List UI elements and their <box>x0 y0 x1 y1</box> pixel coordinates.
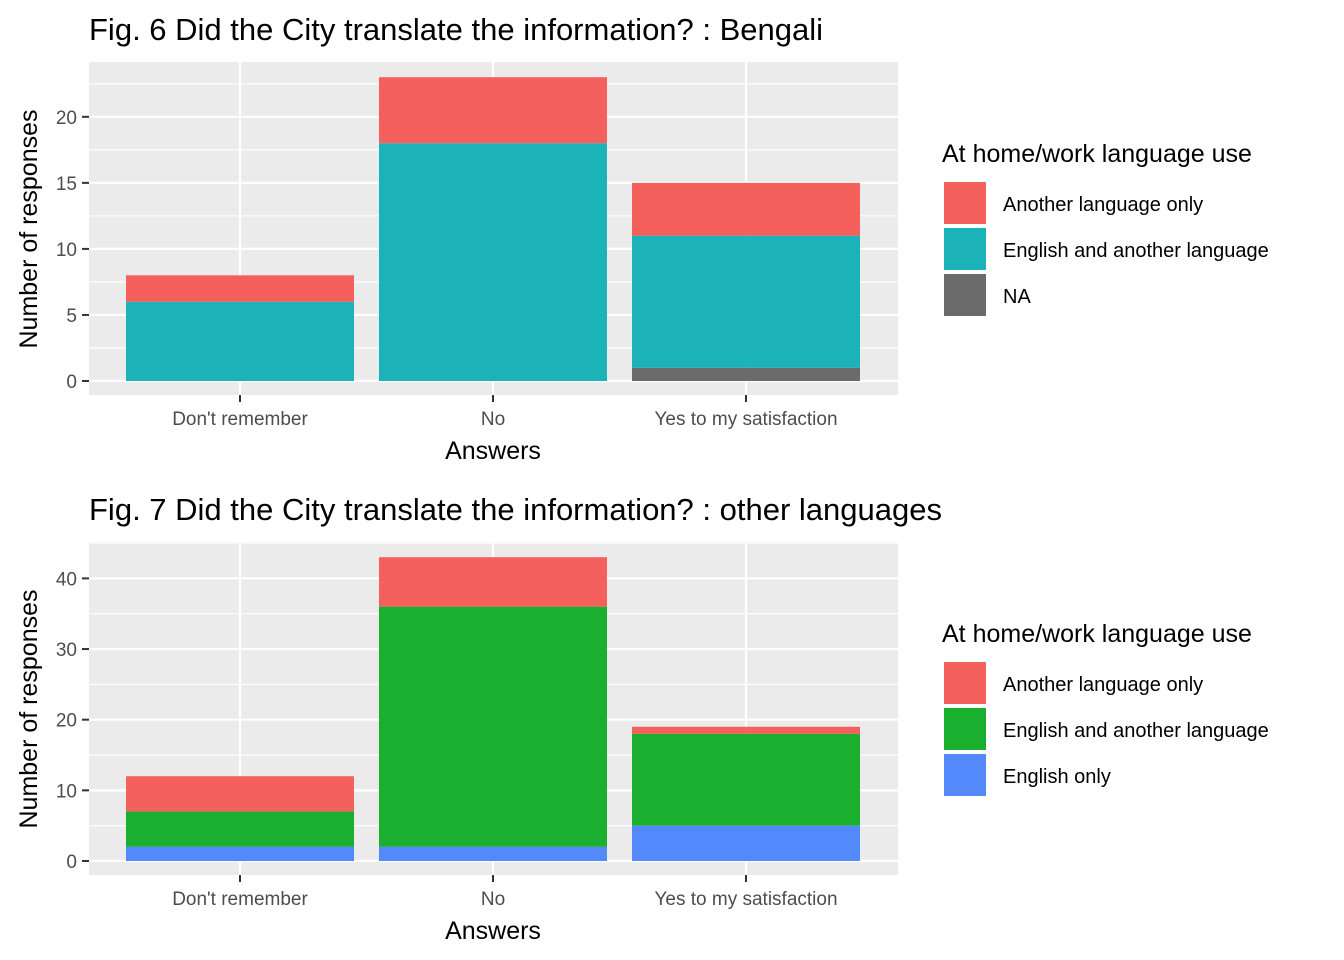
legend-label: NA <box>1003 286 1031 308</box>
y-tick-label: 15 <box>56 174 77 195</box>
legend-label: English and another language <box>1003 240 1269 262</box>
bar-segment <box>379 77 607 144</box>
y-tick-label: 10 <box>56 781 77 802</box>
y-tick-label: 0 <box>66 852 77 873</box>
bar-segment <box>632 733 860 826</box>
chart-title: Fig. 7 Did the City translate the inform… <box>89 492 942 527</box>
legend-label: Another language only <box>1003 674 1203 696</box>
legend-key <box>944 754 986 796</box>
bar-segment <box>379 606 607 847</box>
bar-segment <box>126 811 354 847</box>
x-tick-label: Don't remember <box>172 409 308 430</box>
y-tick-label: 20 <box>56 108 77 129</box>
x-tick-label: Don't remember <box>172 889 308 910</box>
legend-key <box>944 228 986 270</box>
y-tick-label: 30 <box>56 640 77 661</box>
legend-key <box>944 182 986 224</box>
bar-segment <box>632 235 860 368</box>
legend-key <box>944 708 986 750</box>
y-tick-label: 20 <box>56 711 77 732</box>
bar-segment <box>632 726 860 734</box>
y-tick-label: 5 <box>66 306 77 327</box>
legend-key <box>944 274 986 316</box>
legend-title: At home/work language use <box>942 140 1252 168</box>
x-tick-label: Yes to my satisfaction <box>654 889 837 910</box>
x-axis-title: Answers <box>445 437 541 465</box>
legend-key <box>944 662 986 704</box>
bar-segment <box>126 275 354 302</box>
x-tick-label: No <box>481 409 505 430</box>
bar-segment <box>632 825 860 861</box>
bar-segment <box>379 143 607 381</box>
legend-title: At home/work language use <box>942 620 1252 648</box>
legend-label: English only <box>1003 766 1111 788</box>
bar-segment <box>379 557 607 607</box>
x-tick-label: No <box>481 889 505 910</box>
bar-segment <box>126 301 354 381</box>
bar-segment <box>632 182 860 236</box>
y-tick-label: 10 <box>56 240 77 261</box>
y-axis-title: Number of responses <box>15 589 43 828</box>
x-axis-title: Answers <box>445 917 541 945</box>
bar-segment <box>126 776 354 812</box>
bar-segment <box>632 367 860 381</box>
legend-label: English and another language <box>1003 720 1269 742</box>
y-tick-label: 40 <box>56 569 77 590</box>
y-axis-title: Number of responses <box>15 109 43 348</box>
y-tick-label: 0 <box>66 372 77 393</box>
bar-segment <box>126 846 354 861</box>
chart-title: Fig. 6 Did the City translate the inform… <box>89 12 823 47</box>
legend-label: Another language only <box>1003 194 1203 216</box>
x-tick-label: Yes to my satisfaction <box>654 409 837 430</box>
bar-segment <box>379 846 607 861</box>
